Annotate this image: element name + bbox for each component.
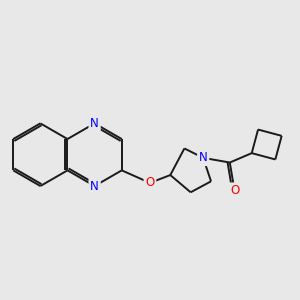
Text: N: N: [199, 151, 208, 164]
Text: N: N: [90, 179, 99, 193]
Text: O: O: [230, 184, 239, 197]
Text: O: O: [145, 176, 154, 189]
Text: N: N: [90, 117, 99, 130]
